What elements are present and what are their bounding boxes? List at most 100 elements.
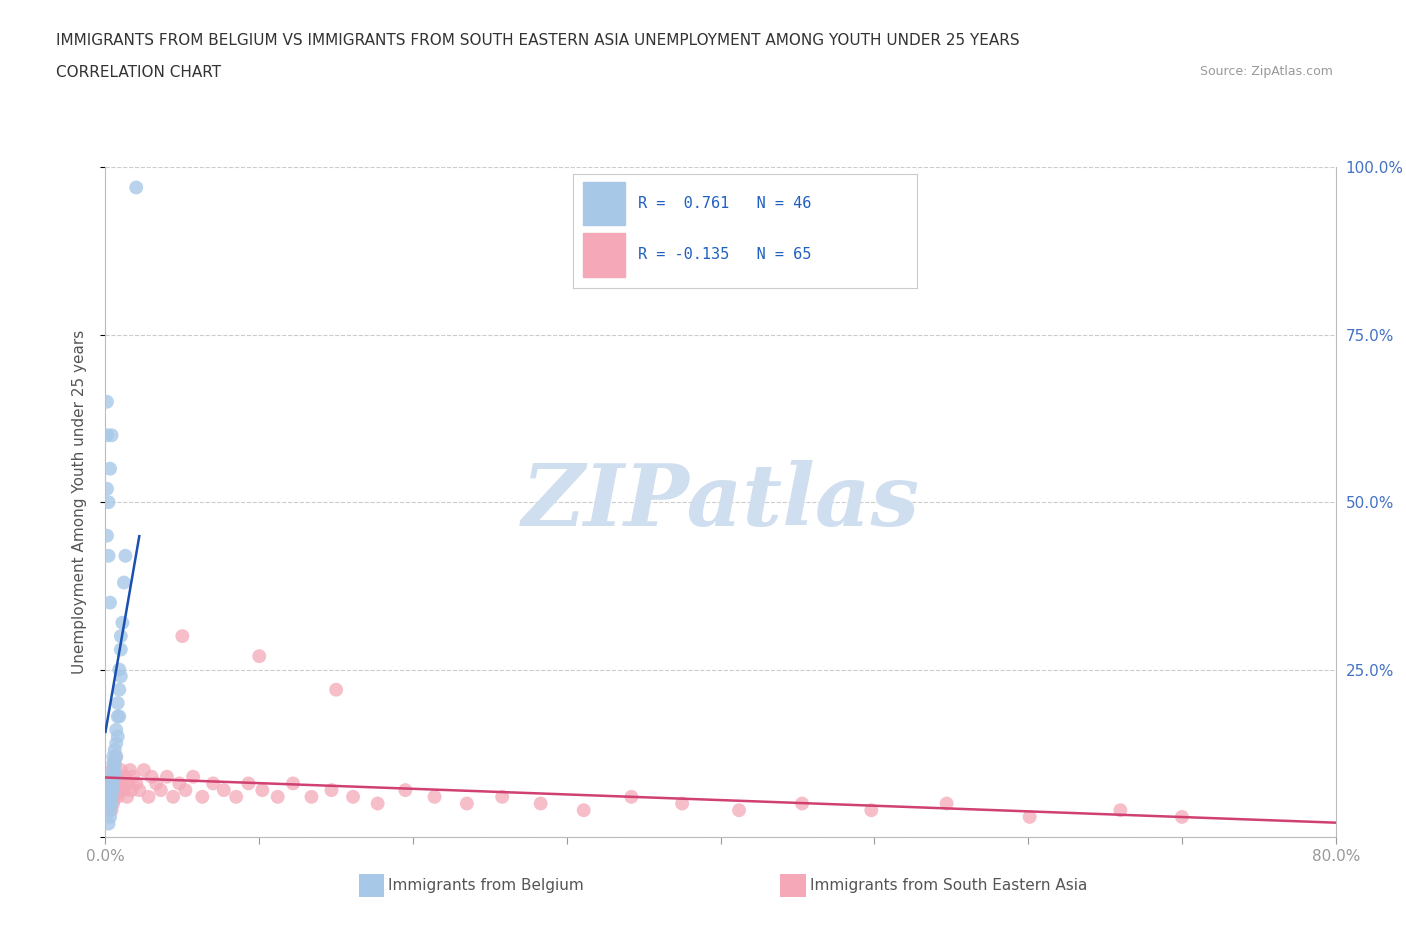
Point bbox=[267, 790, 290, 804]
Point bbox=[174, 783, 197, 798]
Point bbox=[107, 709, 129, 724]
Point bbox=[97, 549, 120, 564]
Point bbox=[122, 769, 145, 784]
Y-axis label: Unemployment Among Youth under 25 years: Unemployment Among Youth under 25 years bbox=[72, 330, 87, 674]
Point bbox=[162, 790, 184, 804]
Point bbox=[96, 528, 118, 543]
Point bbox=[114, 549, 136, 564]
Point bbox=[100, 803, 122, 817]
Point bbox=[252, 783, 274, 798]
Point bbox=[104, 763, 127, 777]
Point bbox=[169, 776, 191, 790]
Point bbox=[367, 796, 389, 811]
Point bbox=[105, 750, 128, 764]
Text: Immigrants from Belgium: Immigrants from Belgium bbox=[388, 878, 583, 893]
Point bbox=[108, 783, 131, 798]
Point bbox=[125, 180, 148, 195]
Point bbox=[98, 461, 121, 476]
Point bbox=[100, 783, 122, 798]
Point bbox=[100, 769, 122, 784]
Point bbox=[138, 790, 160, 804]
Point bbox=[105, 783, 128, 798]
Point bbox=[110, 642, 132, 657]
Point bbox=[145, 776, 167, 790]
Point bbox=[98, 796, 121, 811]
Point bbox=[100, 428, 122, 443]
Point bbox=[110, 669, 132, 684]
Point bbox=[1018, 809, 1040, 824]
Point bbox=[491, 790, 513, 804]
Text: IMMIGRANTS FROM BELGIUM VS IMMIGRANTS FROM SOUTH EASTERN ASIA UNEMPLOYMENT AMONG: IMMIGRANTS FROM BELGIUM VS IMMIGRANTS FR… bbox=[56, 33, 1019, 47]
Point bbox=[101, 769, 124, 784]
Point bbox=[108, 709, 131, 724]
Point bbox=[128, 783, 150, 798]
Point bbox=[101, 783, 124, 798]
Point bbox=[110, 629, 132, 644]
Point bbox=[281, 776, 304, 790]
Point bbox=[149, 783, 172, 798]
Point bbox=[530, 796, 553, 811]
Point bbox=[325, 683, 347, 698]
Point bbox=[108, 662, 131, 677]
Point bbox=[114, 769, 136, 784]
Point bbox=[935, 796, 957, 811]
Point bbox=[212, 783, 235, 798]
Point bbox=[238, 776, 260, 790]
Point bbox=[97, 817, 120, 831]
Point bbox=[1171, 809, 1194, 824]
Text: CORRELATION CHART: CORRELATION CHART bbox=[56, 65, 221, 80]
Point bbox=[108, 683, 131, 698]
Point bbox=[105, 736, 128, 751]
Point bbox=[98, 803, 121, 817]
Point bbox=[172, 629, 194, 644]
Point bbox=[1109, 803, 1132, 817]
Point bbox=[141, 769, 163, 784]
Point bbox=[98, 809, 121, 824]
Point bbox=[120, 763, 141, 777]
Point bbox=[101, 796, 124, 811]
Point bbox=[105, 723, 128, 737]
Point bbox=[125, 776, 148, 790]
Text: Source: ZipAtlas.com: Source: ZipAtlas.com bbox=[1199, 65, 1333, 78]
Point bbox=[104, 756, 127, 771]
Point bbox=[107, 776, 129, 790]
Point bbox=[98, 776, 121, 790]
Point bbox=[100, 763, 122, 777]
Point bbox=[104, 790, 127, 804]
Point bbox=[98, 783, 121, 798]
Point bbox=[111, 616, 134, 631]
Point bbox=[104, 742, 127, 757]
Point bbox=[104, 756, 127, 771]
Point bbox=[111, 776, 134, 790]
Point bbox=[156, 769, 179, 784]
Point bbox=[671, 796, 693, 811]
Point bbox=[115, 790, 138, 804]
Point bbox=[225, 790, 247, 804]
Point bbox=[107, 790, 129, 804]
Point bbox=[101, 776, 124, 790]
Point bbox=[181, 769, 204, 784]
Point bbox=[456, 796, 478, 811]
Text: Immigrants from South Eastern Asia: Immigrants from South Eastern Asia bbox=[810, 878, 1087, 893]
Point bbox=[100, 796, 122, 811]
Point bbox=[342, 790, 364, 804]
Point bbox=[247, 649, 270, 664]
Point bbox=[572, 803, 595, 817]
Point bbox=[728, 803, 751, 817]
Text: ZIPatlas: ZIPatlas bbox=[522, 460, 920, 544]
Point bbox=[104, 769, 127, 784]
Point bbox=[191, 790, 214, 804]
Point bbox=[96, 482, 118, 497]
Point bbox=[112, 575, 135, 590]
Point bbox=[98, 790, 121, 804]
Point bbox=[105, 750, 128, 764]
Point bbox=[860, 803, 883, 817]
Point bbox=[620, 790, 643, 804]
Point bbox=[790, 796, 813, 811]
Point bbox=[96, 428, 118, 443]
Point bbox=[112, 783, 135, 798]
Point bbox=[100, 776, 122, 790]
Point bbox=[423, 790, 446, 804]
Point bbox=[98, 790, 121, 804]
Point bbox=[321, 783, 343, 798]
